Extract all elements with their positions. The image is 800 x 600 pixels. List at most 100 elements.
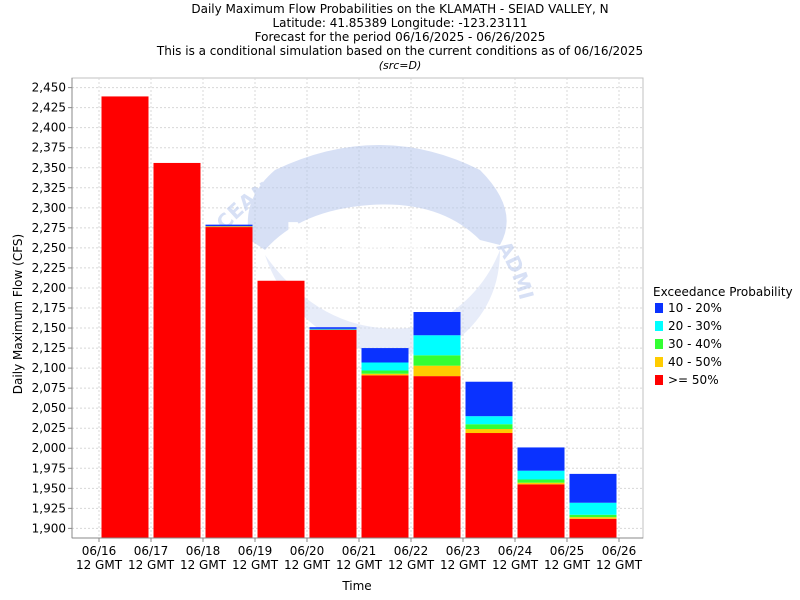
noaa-watermark-text: NOAA — [284, 214, 425, 265]
legend-swatch — [655, 375, 663, 385]
x-tick-date-label: 06/21 — [342, 544, 377, 558]
bar-group — [517, 447, 565, 538]
bar-segment-30-40 — [569, 514, 617, 518]
bar-group — [309, 327, 357, 538]
bar-segment-50-plus — [101, 96, 149, 538]
y-tick-label: 2,375 — [32, 141, 66, 155]
bar-segment-50-plus — [205, 227, 253, 538]
y-axis: 1,900 1,925 1,950 1,975 2,000 2,025 2,050 2,075… — [32, 78, 73, 538]
bar-segment-20-30 — [569, 502, 617, 515]
bar-segment-40-50 — [205, 226, 253, 228]
y-tick-label: 1,900 — [32, 521, 66, 535]
y-tick-label: 2,400 — [32, 121, 66, 135]
y-tick-label: 1,925 — [32, 501, 66, 515]
bar-segment-20-30 — [309, 328, 357, 330]
bar-segment-20-30 — [413, 335, 461, 356]
noaa-logo-circle-icon — [247, 145, 507, 250]
y-tick-label: 1,975 — [32, 461, 66, 475]
bar-segment-10-20 — [569, 473, 617, 503]
bar-segment-30-40 — [361, 370, 409, 374]
x-tick-date-label: 06/20 — [290, 544, 325, 558]
x-tick-time-label: 12 GMT — [492, 558, 539, 572]
x-tick-date-label: 06/25 — [550, 544, 585, 558]
bar-group — [569, 473, 617, 538]
bar-group — [101, 96, 149, 538]
legend-swatch — [655, 303, 663, 313]
bar-segment-50-plus — [569, 518, 617, 538]
y-tick-label: 2,050 — [32, 401, 66, 415]
y-tick-label: 2,325 — [32, 181, 66, 195]
y-tick-label: 2,000 — [32, 441, 66, 455]
bar-segment-20-30 — [361, 362, 409, 371]
bar-segment-10-20 — [309, 327, 357, 329]
x-tick-time-label: 12 GMT — [388, 558, 435, 572]
y-tick-label: 2,300 — [32, 201, 66, 215]
bar-segment-10-20 — [361, 348, 409, 363]
y-tick-label: 2,250 — [32, 241, 66, 255]
y-tick-label: 2,450 — [32, 81, 66, 95]
bar-segment-10-20 — [517, 447, 565, 471]
x-tick-time-label: 12 GMT — [180, 558, 227, 572]
bar-segment-50-plus — [517, 484, 565, 538]
chart-titles: Daily Maximum Flow Probabilities on the … — [156, 2, 643, 72]
y-axis-label: Daily Maximum Flow (CFS) — [11, 234, 25, 394]
x-tick-date-label: 06/16 — [82, 544, 117, 558]
bar-group — [413, 312, 461, 538]
y-tick-label: 2,075 — [32, 381, 66, 395]
y-tick-label: 2,100 — [32, 361, 66, 375]
y-tick-label: 2,125 — [32, 341, 66, 355]
chart-title-line-2: Latitude: 41.85389 Longitude: -123.23111 — [272, 16, 527, 30]
legend-label: >= 50% — [668, 373, 719, 387]
bar-segment-20-30 — [517, 470, 565, 480]
bar-group — [205, 224, 253, 538]
x-tick-date-label: 06/17 — [134, 544, 169, 558]
bars — [101, 96, 617, 538]
bar-group — [153, 162, 201, 538]
bar-segment-50-plus — [257, 280, 305, 538]
bar-segment-40-50 — [413, 365, 461, 377]
x-tick-time-label: 12 GMT — [284, 558, 331, 572]
legend-label: 20 - 30% — [668, 319, 722, 333]
y-tick-label: 2,425 — [32, 101, 66, 115]
bar-group — [361, 348, 409, 538]
y-tick-label: 2,175 — [32, 301, 66, 315]
x-tick-time-label: 12 GMT — [336, 558, 383, 572]
legend-label: 10 - 20% — [668, 301, 722, 315]
bar-segment-40-50 — [465, 429, 513, 434]
legend-swatch — [655, 357, 663, 367]
bar-segment-50-plus — [153, 162, 201, 538]
x-tick-time-label: 12 GMT — [76, 558, 123, 572]
y-tick-label: 2,150 — [32, 321, 66, 335]
legend-swatch — [655, 339, 663, 349]
x-tick-date-label: 06/19 — [238, 544, 273, 558]
chart-title-line-1: Daily Maximum Flow Probabilities on the … — [191, 2, 608, 16]
x-tick-date-label: 06/24 — [498, 544, 533, 558]
chart-title-line-3: Forecast for the period 06/16/2025 - 06/… — [255, 30, 546, 44]
bar-segment-40-50 — [569, 517, 617, 519]
bar-segment-10-20 — [413, 312, 461, 336]
x-tick-time-label: 12 GMT — [128, 558, 175, 572]
x-tick-time-label: 12 GMT — [440, 558, 487, 572]
bar-segment-10-20 — [465, 381, 513, 417]
y-tick-label: 2,025 — [32, 421, 66, 435]
y-tick-label: 1,950 — [32, 481, 66, 495]
x-tick-date-label: 06/18 — [186, 544, 221, 558]
bar-segment-40-50 — [517, 482, 565, 485]
y-tick-label: 2,275 — [32, 221, 66, 235]
bar-group — [257, 280, 305, 538]
x-tick-time-label: 12 GMT — [596, 558, 643, 572]
bar-segment-40-50 — [361, 373, 409, 376]
x-tick-date-label: 06/26 — [602, 544, 637, 558]
chart-subtitle: (src=D) — [379, 59, 422, 72]
y-tick-label: 2,350 — [32, 161, 66, 175]
x-tick-date-label: 06/23 — [446, 544, 481, 558]
legend-label: 30 - 40% — [668, 337, 722, 351]
legend-swatch — [655, 321, 663, 331]
x-tick-time-label: 12 GMT — [544, 558, 591, 572]
bar-group — [465, 381, 513, 538]
bar-segment-30-40 — [517, 479, 565, 483]
legend-label: 40 - 50% — [668, 355, 722, 369]
bar-segment-50-plus — [413, 376, 461, 538]
